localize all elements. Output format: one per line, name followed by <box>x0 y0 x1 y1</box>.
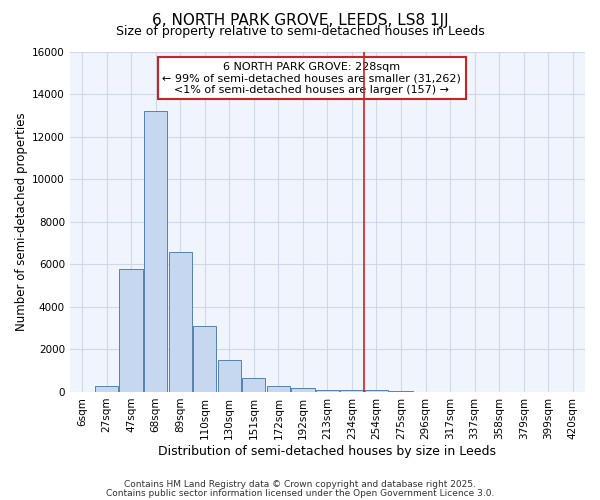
Bar <box>365 390 388 392</box>
Text: Contains HM Land Registry data © Crown copyright and database right 2025.: Contains HM Land Registry data © Crown c… <box>124 480 476 489</box>
Bar <box>144 111 167 392</box>
Text: Size of property relative to semi-detached houses in Leeds: Size of property relative to semi-detach… <box>116 25 484 38</box>
Text: Contains public sector information licensed under the Open Government Licence 3.: Contains public sector information licen… <box>106 488 494 498</box>
Bar <box>169 252 192 392</box>
Bar <box>291 388 314 392</box>
Text: 6, NORTH PARK GROVE, LEEDS, LS8 1JJ: 6, NORTH PARK GROVE, LEEDS, LS8 1JJ <box>152 12 448 28</box>
Y-axis label: Number of semi-detached properties: Number of semi-detached properties <box>15 112 28 331</box>
Bar <box>316 390 339 392</box>
Bar <box>266 386 290 392</box>
Bar <box>193 326 217 392</box>
Text: 6 NORTH PARK GROVE: 228sqm
← 99% of semi-detached houses are smaller (31,262)
<1: 6 NORTH PARK GROVE: 228sqm ← 99% of semi… <box>163 62 461 95</box>
X-axis label: Distribution of semi-detached houses by size in Leeds: Distribution of semi-detached houses by … <box>158 444 496 458</box>
Bar <box>119 268 143 392</box>
Bar <box>389 391 413 392</box>
Bar <box>242 378 265 392</box>
Bar <box>95 386 118 392</box>
Bar <box>340 390 364 392</box>
Bar <box>218 360 241 392</box>
